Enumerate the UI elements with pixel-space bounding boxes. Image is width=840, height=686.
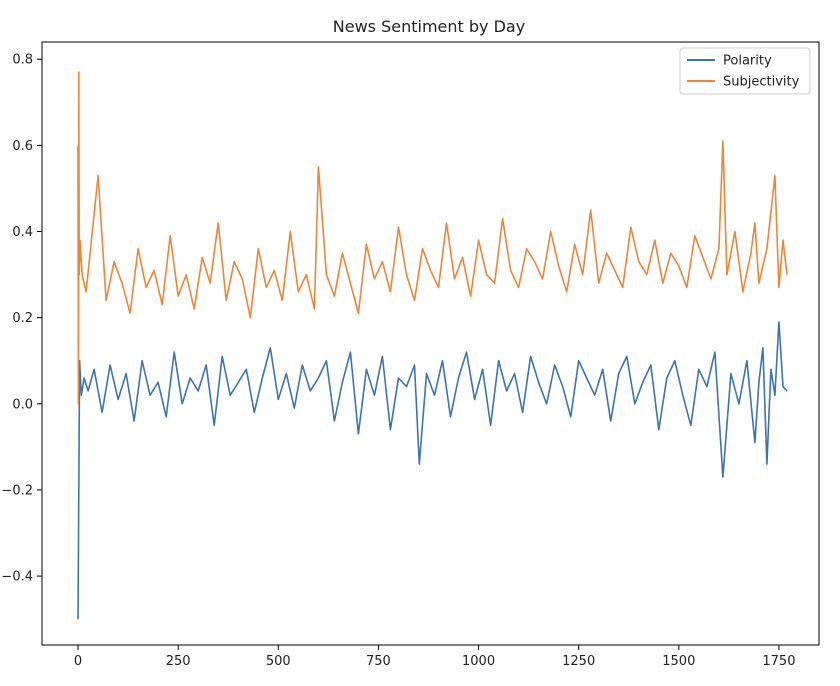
x-tick-label: 750 <box>366 654 391 669</box>
axes: 0 250 500 750 1000 1250 1500 1750 −0.4 −0.2 0.0 0.2… <box>1 41 820 669</box>
y-tick-label: 0.2 <box>12 311 33 326</box>
legend: Polarity Subjectivity <box>679 47 811 95</box>
series-line-polarity <box>77 321 788 620</box>
y-tick-label: −0.2 <box>1 483 33 498</box>
y-tick-label: −0.4 <box>1 570 33 585</box>
y-tick-label: 0.8 <box>12 53 33 68</box>
x-tick-label: 250 <box>166 654 191 669</box>
axes-frame <box>41 41 820 646</box>
x-tick-label: 1000 <box>462 654 495 669</box>
legend-label-polarity: Polarity <box>723 54 772 69</box>
series-line-subjectivity <box>77 71 788 405</box>
y-tick-label: 0.0 <box>12 397 33 412</box>
x-tick-label: 0 <box>74 654 82 669</box>
y-tick-label: 0.6 <box>12 139 33 154</box>
x-tick-label: 500 <box>266 654 291 669</box>
legend-label-subjectivity: Subjectivity <box>723 75 800 90</box>
x-tick-label: 1500 <box>662 654 695 669</box>
x-tick-label: 1750 <box>762 654 795 669</box>
y-tick-label: 0.4 <box>12 225 33 240</box>
plot-area <box>77 71 788 620</box>
chart-title: News Sentiment by Day <box>333 17 525 36</box>
x-tick-label: 1250 <box>562 654 595 669</box>
